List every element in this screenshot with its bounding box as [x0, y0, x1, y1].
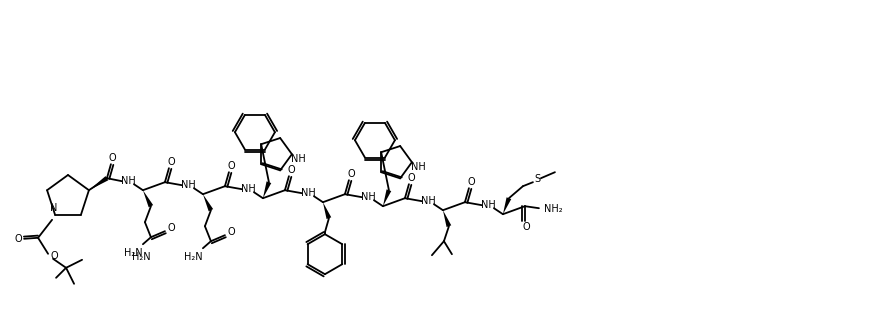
Text: O: O	[167, 223, 175, 233]
Text: O: O	[227, 227, 234, 237]
Text: O: O	[227, 161, 234, 171]
Text: NH₂: NH₂	[543, 204, 562, 214]
Polygon shape	[143, 190, 153, 207]
Polygon shape	[503, 197, 511, 214]
Text: N: N	[51, 203, 58, 212]
Text: NH: NH	[300, 188, 315, 198]
Polygon shape	[203, 194, 213, 211]
Polygon shape	[383, 189, 392, 206]
Text: O: O	[467, 177, 475, 187]
Text: O: O	[287, 165, 295, 175]
Text: NH: NH	[241, 184, 255, 194]
Text: NH: NH	[121, 176, 135, 186]
Text: NH: NH	[480, 200, 496, 210]
Polygon shape	[89, 176, 108, 190]
Text: NH: NH	[290, 154, 305, 164]
Text: H₂N: H₂N	[184, 252, 202, 262]
Text: O: O	[522, 222, 530, 232]
Text: S: S	[535, 174, 541, 184]
Polygon shape	[323, 202, 331, 219]
Text: O: O	[108, 153, 115, 163]
Text: O: O	[51, 251, 58, 261]
Text: H₂N: H₂N	[123, 248, 142, 258]
Polygon shape	[263, 181, 271, 198]
Text: H₂N: H₂N	[131, 252, 150, 262]
Text: O: O	[14, 234, 22, 244]
Text: O: O	[347, 169, 354, 179]
Text: NH: NH	[421, 196, 435, 206]
Text: O: O	[167, 157, 175, 167]
Text: NH: NH	[410, 162, 425, 172]
Text: NH: NH	[180, 180, 195, 190]
Text: O: O	[407, 173, 415, 183]
Polygon shape	[443, 210, 451, 227]
Text: NH: NH	[361, 192, 376, 202]
